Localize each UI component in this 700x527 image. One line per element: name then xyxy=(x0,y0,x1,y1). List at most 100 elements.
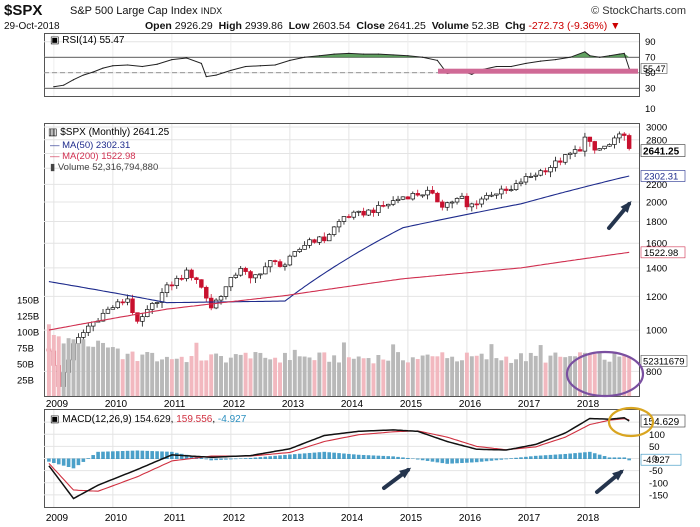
gridlines xyxy=(44,34,639,507)
macd-histogram-bar xyxy=(145,450,150,459)
x-tick-label: 2018 xyxy=(577,513,600,524)
volume-bar xyxy=(489,344,494,396)
macd-histogram-bar xyxy=(47,458,51,462)
volume-bar xyxy=(302,356,307,396)
macd-histogram-bar xyxy=(209,458,213,461)
macd-histogram-bar xyxy=(524,456,528,459)
candle-body xyxy=(174,277,179,286)
ma200-last-tag xyxy=(640,246,686,259)
candle-body xyxy=(395,198,401,201)
rsi-point xyxy=(584,51,586,53)
rsi-point xyxy=(259,65,261,67)
volume-bar xyxy=(612,351,617,396)
volume-bar xyxy=(317,352,322,396)
volume-bar xyxy=(366,358,371,396)
candle-body xyxy=(312,239,317,243)
x-tick-label: 2017 xyxy=(518,513,541,524)
brand-logo: © StockCharts.com xyxy=(591,5,686,17)
candle-body xyxy=(149,303,155,310)
candle-body xyxy=(479,198,484,205)
x-tick-label: 2011 xyxy=(164,513,186,524)
macd-histogram-bar xyxy=(140,450,145,459)
volume-bar xyxy=(622,354,627,396)
volume-bar xyxy=(150,352,155,396)
macd-histogram-bar xyxy=(484,458,489,462)
volume-bar xyxy=(105,347,110,396)
macd-histogram-bar xyxy=(415,458,420,460)
volume-bar xyxy=(460,360,464,396)
rsi-legend-text: RSI(14) 55.47 xyxy=(62,35,125,46)
rsi-highlight-bar xyxy=(438,68,638,74)
macd-tick-label: 50 xyxy=(649,442,660,453)
candle-body xyxy=(381,204,386,207)
volume-bar xyxy=(120,359,125,396)
macd-histogram-bar xyxy=(455,458,459,464)
candle-body xyxy=(445,202,450,208)
volume-bar xyxy=(140,354,145,396)
volume-tick-label: 25B xyxy=(17,376,34,387)
volume-bar xyxy=(155,361,160,396)
candle-body xyxy=(528,176,534,178)
volume-bar xyxy=(371,363,376,396)
ma200-legend-icon: — xyxy=(50,151,62,162)
candle-body xyxy=(243,268,248,272)
macd-histogram-bar xyxy=(86,458,91,459)
macd-histogram-bar xyxy=(56,458,61,465)
macd-histogram-bar xyxy=(283,454,287,459)
volume-bar xyxy=(538,345,543,396)
candle-body xyxy=(297,248,302,252)
quote-line: Open 2926.29 High 2939.86 Low 2603.54 Cl… xyxy=(145,20,621,32)
candle-body xyxy=(272,260,278,263)
candle-body xyxy=(420,194,425,197)
volume-bar xyxy=(169,359,174,396)
rsi-tick-label: 90 xyxy=(645,37,656,48)
rsi-point xyxy=(495,65,497,68)
macd-histogram-bar xyxy=(312,452,317,459)
candle-body xyxy=(592,141,597,151)
volume-bar xyxy=(455,361,460,396)
candle-body xyxy=(459,195,465,199)
macd-histogram-bar xyxy=(327,452,332,459)
rsi-point xyxy=(304,56,306,58)
candle-body xyxy=(454,198,460,203)
macd-histogram-bar xyxy=(548,454,553,459)
exchange-label: INDX xyxy=(200,6,223,16)
volume-bar xyxy=(415,359,420,396)
rsi-overbought-fill xyxy=(53,51,630,58)
volume-last-tag xyxy=(640,355,688,367)
candle-body xyxy=(336,221,342,228)
volume-bar xyxy=(597,353,602,396)
volume-bar xyxy=(184,362,189,396)
candle-body xyxy=(125,298,130,303)
macd-histogram-bar xyxy=(622,457,627,459)
candle-body xyxy=(538,170,543,176)
candle-body xyxy=(317,236,322,243)
candle-body xyxy=(105,308,111,314)
volume-bar xyxy=(292,349,297,396)
rsi-tick-label: 70 xyxy=(645,52,656,63)
hist-last-label: -4.927 xyxy=(643,455,670,466)
volume-bar xyxy=(509,362,514,396)
candle-body xyxy=(282,264,288,267)
volume-bar xyxy=(96,340,101,396)
rsi-point xyxy=(589,55,591,57)
ticker-symbol: $SPX xyxy=(4,2,43,19)
rsi-point xyxy=(230,69,232,72)
macd-histogram-bar xyxy=(371,455,376,459)
price-tick-label: 2000 xyxy=(646,197,667,208)
ma200-last-label: 1522.98 xyxy=(644,248,678,259)
macd-legend-icon: ▣ xyxy=(50,414,62,425)
macd-histogram-bar xyxy=(91,455,95,459)
macd-line xyxy=(48,417,630,500)
rsi-point xyxy=(215,74,217,76)
volume-bar xyxy=(268,359,273,396)
volume-bar xyxy=(81,339,86,396)
candle-body xyxy=(199,279,204,288)
volume-bar xyxy=(332,355,337,396)
volume-bar xyxy=(194,342,199,396)
macd-histogram-bar xyxy=(219,458,223,460)
macd-histogram-bar xyxy=(607,457,612,459)
macd-histogram-bar xyxy=(115,451,120,459)
volume-bar xyxy=(341,342,346,396)
volume-bar xyxy=(110,347,115,396)
